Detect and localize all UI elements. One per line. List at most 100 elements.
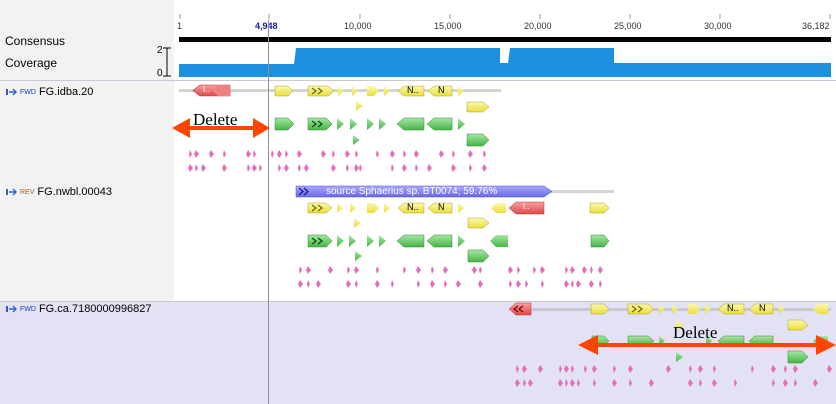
repeat-mark [508, 266, 513, 274]
repeat-mark [359, 164, 362, 172]
repeat-mark [321, 150, 326, 158]
repeat-mark [712, 379, 717, 387]
repeat-mark [376, 150, 379, 158]
repeat-mark [699, 379, 702, 387]
delete-arrow-bottom [578, 335, 836, 355]
source-annotation [295, 185, 553, 198]
repeat-mark [612, 379, 617, 387]
repeat-mark [277, 150, 282, 158]
repeat-mark [355, 150, 358, 158]
repeat-mark [698, 365, 703, 373]
repeat-mark [414, 150, 419, 158]
repeat-mark [246, 150, 251, 158]
repeat-mark [332, 150, 335, 158]
repeat-mark [565, 266, 568, 274]
repeat-mark [783, 379, 788, 387]
repeat-mark [223, 150, 226, 158]
repeat-mark [444, 280, 447, 288]
repeat-mark [541, 280, 544, 288]
repeat-mark [771, 365, 776, 373]
direction-badge: REV [20, 188, 35, 196]
repeat-mark [354, 164, 359, 172]
repeat-mark [346, 280, 351, 288]
sequence-name: FG.idba.20 [38, 86, 94, 98]
sequence-name: FG.ca.7180000996827 [38, 303, 152, 315]
row1-features[interactable] [192, 84, 490, 147]
repeat-mark [571, 365, 574, 373]
repeat-mark [793, 365, 798, 373]
repeat-mark [452, 150, 455, 158]
cds-annotation [212, 85, 230, 96]
feature-label: I.. [203, 85, 210, 94]
ruler-ticks [179, 14, 831, 19]
repeat-mark [751, 365, 754, 373]
repeat-mark [427, 164, 432, 172]
coverage-max-label: 2 [157, 45, 163, 56]
repeat-mark [570, 379, 575, 387]
repeat-mark [391, 280, 394, 288]
sequence-arrow-icon [6, 188, 17, 196]
repeat-mark [299, 266, 302, 274]
row2-repeat-marks [298, 266, 603, 288]
repeat-mark [517, 266, 520, 274]
repeat-mark [194, 150, 199, 158]
feature-label: N [759, 303, 766, 313]
sequence-row-header[interactable]: REV FG.nwbl.00043 [6, 186, 112, 198]
repeat-mark [201, 164, 206, 172]
repeat-mark [402, 164, 407, 172]
repeat-mark [599, 280, 602, 288]
repeat-mark [278, 164, 281, 172]
repeat-mark [734, 379, 737, 387]
repeat-mark [479, 266, 482, 274]
repeat-mark [284, 164, 289, 172]
sequence-name: FG.nwbl.00043 [37, 186, 113, 198]
repeat-mark [306, 266, 311, 274]
ruler-tick: 1 [177, 21, 183, 31]
repeat-mark [415, 164, 418, 172]
repeat-mark [559, 365, 562, 373]
repeat-mark [472, 266, 477, 274]
repeat-mark [271, 150, 274, 158]
repeat-mark [298, 164, 301, 172]
sequence-row-header[interactable]: FWD FG.ca.7180000996827 [6, 303, 152, 315]
repeat-mark [298, 280, 303, 288]
row2-features[interactable] [295, 185, 610, 263]
repeat-mark [590, 266, 593, 274]
row3-features[interactable] [508, 302, 828, 364]
repeat-mark [304, 164, 309, 172]
repeat-mark [482, 164, 487, 172]
repeat-mark [439, 150, 444, 158]
repeat-mark [431, 266, 434, 274]
repeat-mark [772, 379, 775, 387]
row3-repeat-marks [515, 365, 832, 387]
repeat-mark [403, 150, 406, 158]
delete-annotation-bottom: Delete [673, 323, 718, 342]
coverage-graph [179, 48, 831, 77]
feature-label: N.. [407, 85, 419, 95]
repeat-mark [584, 365, 587, 373]
repeat-mark [564, 280, 569, 288]
sequence-row-header[interactable]: FWD FG.idba.20 [6, 86, 93, 98]
repeat-mark [416, 266, 421, 274]
sequence-line [510, 308, 831, 311]
repeat-mark [195, 164, 198, 172]
consensus-bar[interactable] [179, 37, 831, 42]
ruler-tick: 30,000 [704, 21, 732, 31]
repeat-mark [593, 379, 596, 387]
feature-label: N.. [727, 303, 739, 313]
row1-repeat-marks [188, 150, 487, 172]
direction-badge: FWD [20, 88, 36, 96]
repeat-mark [827, 365, 832, 373]
repeat-mark [649, 379, 654, 387]
repeat-mark [391, 164, 394, 172]
source-annotation-label[interactable]: source Sphaerius sp. BT0074; 59.76% [326, 186, 498, 197]
direction-badge: FWD [20, 305, 36, 313]
divider [0, 301, 836, 302]
repeat-mark [252, 164, 257, 172]
coverage-axis [163, 47, 171, 77]
repeat-mark [571, 280, 574, 288]
repeat-mark [713, 365, 716, 373]
ruler-cursor-position: 4,948 [255, 21, 278, 31]
repeat-mark [316, 280, 321, 288]
